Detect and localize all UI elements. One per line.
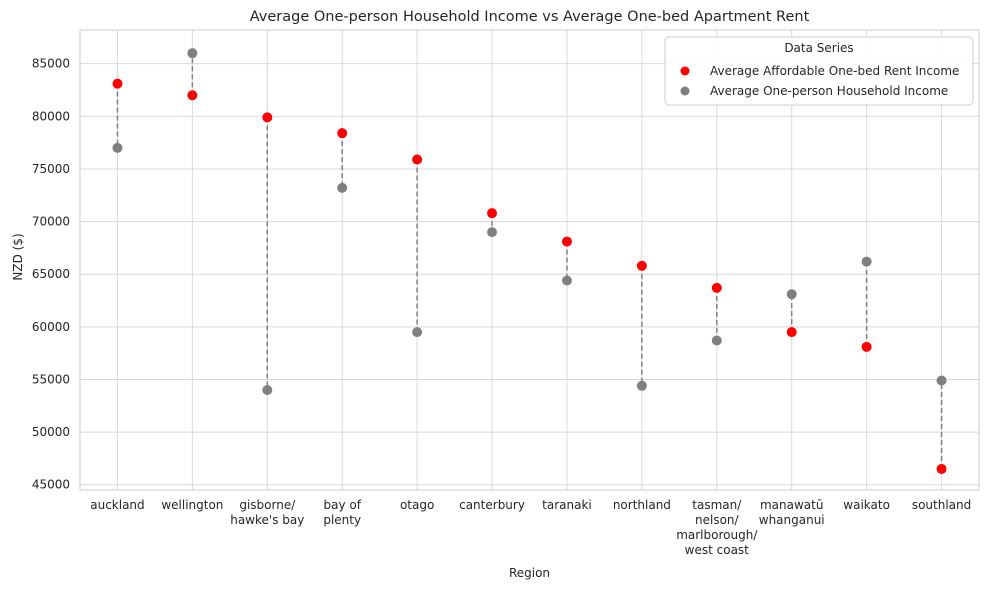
rent-income-point	[561, 236, 572, 247]
legend-box	[664, 36, 974, 106]
y-tick-label: 65000	[32, 267, 70, 281]
legend-label-rent: Average Affordable One-bed Rent Income	[710, 64, 959, 78]
rent-income-point	[337, 128, 348, 139]
household-income-point	[786, 289, 797, 300]
household-income-point	[487, 227, 498, 238]
y-tick-label: 70000	[32, 215, 70, 229]
household-income-point	[112, 142, 123, 153]
x-tick-labels: auckland wellington gisborne/hawke's bay ba…	[90, 498, 971, 557]
x-axis-title: Region	[509, 566, 550, 580]
household-income-point	[861, 256, 872, 267]
x-tick-label: gisborne/hawke's bay	[230, 498, 304, 527]
legend-marker-household	[680, 86, 690, 96]
y-tick-label: 55000	[32, 372, 70, 386]
rent-income-point	[636, 260, 647, 271]
legend-label-household: Average One-person Household Income	[710, 84, 948, 98]
x-tick-label: bay of plenty	[323, 498, 361, 527]
rent-income-point	[711, 282, 722, 293]
x-tick-label: auckland	[90, 498, 144, 512]
household-income-point	[936, 375, 947, 386]
plot-frame	[79, 29, 980, 491]
rent-income-point	[112, 78, 123, 89]
x-tick-label: tasman/nelson/marlborough/west coast	[676, 498, 758, 557]
chart-title: Average One-person Household Income vs A…	[250, 9, 810, 25]
household-income-point	[262, 385, 273, 395]
x-tick-label: northland	[613, 498, 671, 512]
y-tick-label: 80000	[32, 109, 70, 123]
household-income-point	[412, 327, 423, 338]
x-tick-label: waikato	[843, 498, 890, 512]
legend-title: Data Series	[784, 41, 853, 55]
household-income-point	[561, 275, 572, 286]
rent-income-point	[412, 154, 423, 165]
y-axis-title: NZD ($)	[11, 233, 25, 280]
x-tick-label: wellington	[161, 498, 223, 512]
x-tick-label: taranaki	[542, 498, 592, 512]
household-income-point	[711, 335, 722, 346]
rent-income-point	[786, 327, 797, 338]
rent-income-point	[861, 341, 872, 352]
legend-marker-rent	[680, 66, 690, 76]
y-tick-label: 60000	[32, 320, 70, 334]
data-points	[112, 48, 947, 474]
y-tick-label: 45000	[32, 478, 70, 492]
rent-income-point	[262, 112, 273, 123]
y-gridlines	[80, 63, 979, 486]
rent-income-point	[187, 90, 198, 101]
x-tick-label: otago	[400, 498, 434, 512]
y-tick-label: 75000	[32, 162, 70, 176]
household-income-point	[337, 182, 348, 193]
y-tick-labels: 45000 50000 55000 60000 65000 70000 75000 80000…	[32, 57, 70, 492]
connector-lines	[116, 53, 943, 469]
rent-income-point	[936, 463, 947, 474]
y-tick-label: 50000	[32, 425, 70, 439]
legend: Data Series Average Affordable One-bed R…	[664, 36, 974, 106]
rent-income-point	[487, 208, 498, 219]
household-income-point	[187, 48, 198, 59]
x-tick-label: canterbury	[459, 498, 525, 512]
household-income-point	[636, 380, 647, 391]
y-tick-label: 85000	[32, 57, 70, 71]
x-tick-label: manawatū whanganui	[759, 498, 825, 527]
x-tick-label: southland	[912, 498, 971, 512]
